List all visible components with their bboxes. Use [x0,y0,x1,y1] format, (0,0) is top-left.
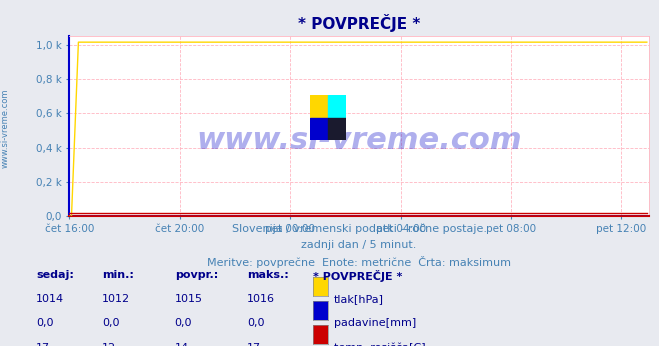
Text: 1016: 1016 [247,294,275,304]
Text: maks.:: maks.: [247,270,289,280]
Text: 14: 14 [175,343,188,346]
Text: temp. rosišča[C]: temp. rosišča[C] [334,343,426,346]
Text: zadnji dan / 5 minut.: zadnji dan / 5 minut. [301,240,417,250]
Bar [328,95,346,118]
Text: * POVPREČJE *: * POVPREČJE * [313,270,403,282]
Text: 1015: 1015 [175,294,202,304]
Text: 12: 12 [102,343,116,346]
Text: 0,0: 0,0 [247,318,265,328]
Text: 0,0: 0,0 [36,318,54,328]
Text: 17: 17 [36,343,50,346]
Text: min.:: min.: [102,270,134,280]
Bar [310,118,328,140]
Bar [328,118,346,140]
Text: Meritve: povprečne  Enote: metrične  Črta: maksimum: Meritve: povprečne Enote: metrične Črta:… [207,256,511,268]
Text: Slovenija / vremenski podatki - ročne postaje.: Slovenija / vremenski podatki - ročne po… [232,223,486,234]
Text: www.si-vreme.com: www.si-vreme.com [1,88,10,168]
Text: padavine[mm]: padavine[mm] [334,318,416,328]
Text: povpr.:: povpr.: [175,270,218,280]
Bar [310,95,328,118]
Text: 17: 17 [247,343,261,346]
Text: www.si-vreme.com: www.si-vreme.com [196,126,522,155]
Text: 1014: 1014 [36,294,65,304]
Title: * POVPREČJE *: * POVPREČJE * [298,15,420,33]
Text: 0,0: 0,0 [175,318,192,328]
Text: 1012: 1012 [102,294,130,304]
Text: tlak[hPa]: tlak[hPa] [334,294,384,304]
Text: sedaj:: sedaj: [36,270,74,280]
Text: 0,0: 0,0 [102,318,120,328]
